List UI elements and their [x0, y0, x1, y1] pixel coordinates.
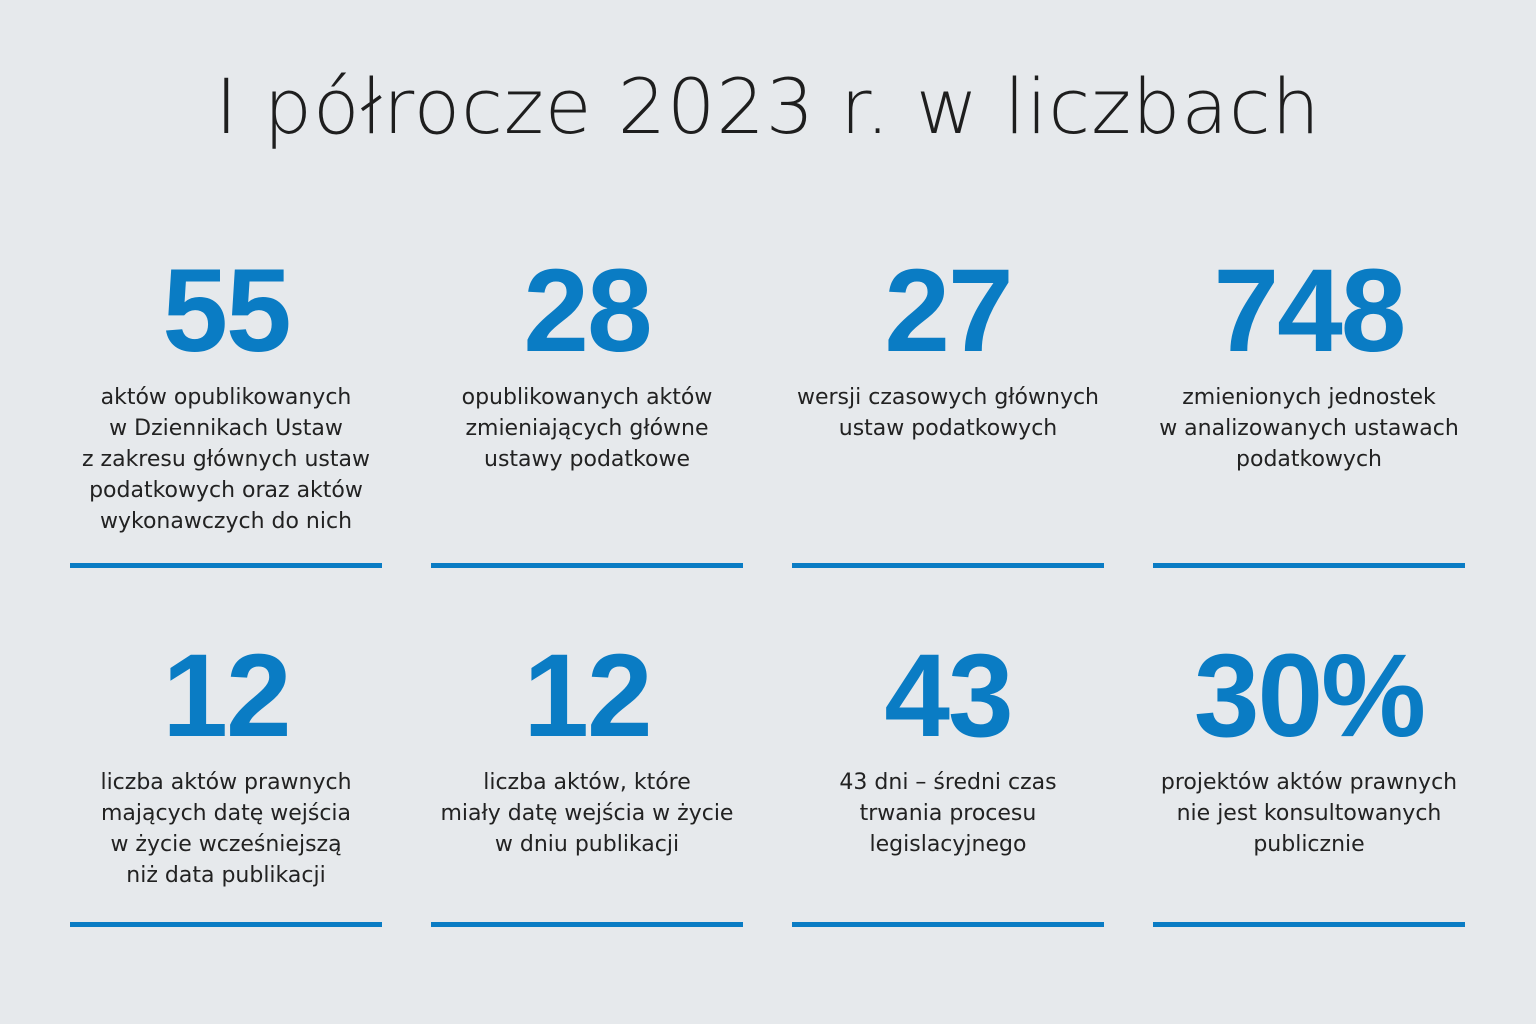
stat-value: 12: [162, 630, 291, 762]
stat-description: opublikowanych aktów zmieniających główn…: [461, 385, 713, 472]
divider: [431, 563, 743, 568]
stat-description: liczba aktów, które miały datę wejścia w…: [440, 770, 734, 857]
divider: [70, 922, 382, 927]
divider: [792, 922, 1104, 927]
stat-value: 28: [523, 245, 652, 377]
stat-description: zmienionych jednostek w analizowanych us…: [1159, 385, 1459, 472]
stat-description: 43 dni – średni czas trwania procesu leg…: [839, 770, 1057, 857]
stat-card: 28 opublikowanych aktów zmieniających gł…: [431, 252, 743, 475]
stat-value: 55: [162, 245, 291, 377]
stat-card: 12 liczba aktów, które miały datę wejści…: [431, 637, 743, 860]
stat-card: 43 43 dni – średni czas trwania procesu …: [792, 637, 1104, 860]
stat-description: wersji czasowych głównych ustaw podatkow…: [796, 385, 1100, 441]
stat-card: 55 aktów opublikowanych w Dziennikach Us…: [70, 252, 382, 537]
stat-description: liczba aktów prawnych mających datę wejś…: [100, 770, 352, 888]
divider: [1153, 922, 1465, 927]
stat-value: 12: [523, 630, 652, 762]
divider: [431, 922, 743, 927]
divider: [70, 563, 382, 568]
stat-card: 27 wersji czasowych głównych ustaw podat…: [792, 252, 1104, 444]
stat-value: 43: [884, 630, 1013, 762]
stat-card: 30% projektów aktów prawnych nie jest ko…: [1153, 637, 1465, 860]
divider: [1153, 563, 1465, 568]
page-title: I półrocze 2023 r. w liczbach: [215, 62, 1321, 151]
stat-description: aktów opublikowanych w Dziennikach Ustaw…: [82, 385, 370, 534]
stat-card: 748 zmienionych jednostek w analizowanyc…: [1153, 252, 1465, 475]
stat-value: 27: [884, 245, 1013, 377]
divider: [792, 563, 1104, 568]
stat-value: 748: [1213, 245, 1407, 377]
stat-value: 30%: [1193, 630, 1426, 762]
stat-description: projektów aktów prawnych nie jest konsul…: [1160, 770, 1458, 857]
stat-card: 12 liczba aktów prawnych mających datę w…: [70, 637, 382, 891]
